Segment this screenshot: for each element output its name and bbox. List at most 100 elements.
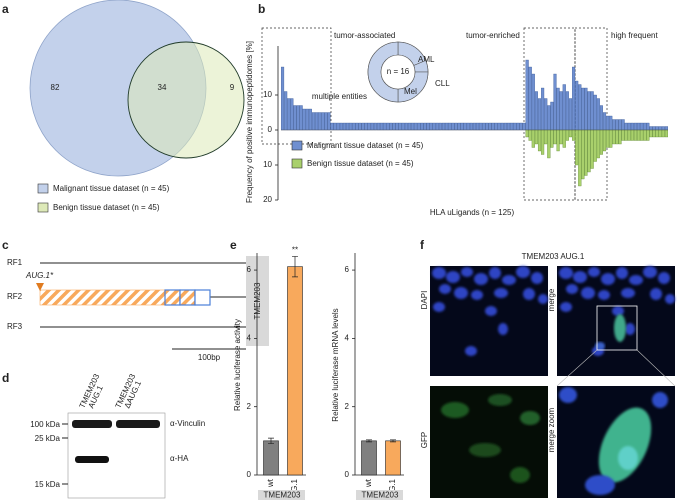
annotation: high frequent (611, 31, 658, 40)
bar (550, 129, 554, 148)
bar (280, 66, 285, 131)
bar (568, 98, 573, 131)
x-tick-label: ΔAUG.1 (388, 478, 397, 500)
panel-letter: f (420, 238, 425, 252)
slice-label: Mel (404, 87, 417, 96)
y-tick-label: 10 (263, 90, 272, 99)
bar (401, 122, 405, 131)
bar (476, 122, 480, 131)
bar (599, 129, 603, 155)
bar (263, 440, 279, 476)
bar (602, 129, 607, 152)
error-bar (366, 439, 372, 443)
bar (572, 129, 576, 141)
annotation: tumor-associated (334, 31, 395, 40)
bar (485, 122, 489, 131)
bar (581, 87, 585, 131)
error-bar (292, 256, 298, 278)
bar (333, 122, 337, 131)
bar (472, 122, 477, 131)
bar (553, 73, 557, 131)
bar (534, 129, 538, 145)
band (72, 420, 112, 428)
bar (531, 73, 535, 131)
marker-label: 15 kDa (35, 480, 61, 489)
venn-set (127, 41, 245, 159)
cell (598, 407, 652, 483)
y-axis-label: Relative luciferase mRNA levels (331, 308, 340, 421)
bar (640, 129, 644, 141)
bar (308, 108, 312, 131)
bar (627, 122, 631, 131)
bar (615, 119, 619, 131)
band (75, 456, 109, 463)
bar (426, 122, 430, 131)
y-tick-label: 6 (345, 265, 350, 274)
antibody-label: α-Vinculin (170, 419, 205, 428)
bar (367, 122, 371, 131)
bar (556, 129, 560, 152)
bar (602, 112, 607, 131)
bar (302, 108, 306, 131)
zoom-line (636, 349, 676, 387)
cell (520, 411, 540, 425)
slice-label: CLL (435, 79, 450, 88)
group-label: TMEM203 (362, 491, 399, 500)
bar (290, 98, 294, 131)
nucleus (652, 392, 668, 408)
bar (537, 129, 542, 152)
bar (311, 112, 316, 131)
bar (596, 98, 600, 131)
slice-label: AML (418, 55, 435, 64)
bar (568, 129, 573, 138)
bar (380, 122, 384, 131)
bar (463, 122, 467, 131)
x-tick-label: wt (364, 478, 373, 488)
bar (661, 126, 665, 131)
bar (346, 122, 350, 131)
group-box (356, 490, 403, 500)
bar (531, 129, 535, 148)
bar (643, 122, 647, 131)
bar (429, 122, 433, 131)
bar (398, 122, 402, 131)
bar (652, 129, 656, 138)
panel-letter: e (230, 238, 237, 252)
significance: ** (292, 246, 298, 255)
bar (646, 129, 650, 141)
legend-label: Malignant tissue dataset (n = 45) (53, 184, 170, 193)
legend-swatch (37, 183, 49, 194)
error-bar (268, 437, 274, 444)
panel-letter: a (2, 2, 9, 16)
marker-label: 100 kDa (30, 420, 60, 429)
cell (510, 467, 530, 483)
bar (587, 129, 591, 173)
y-axis-label: Relative luciferase activity (233, 319, 242, 411)
bar (491, 122, 495, 131)
bar (305, 108, 309, 131)
orf-segment (194, 289, 211, 306)
legend-label: Malignant tissue dataset (n = 45) (307, 141, 424, 150)
nucleus (585, 475, 615, 495)
bar (643, 129, 647, 141)
bar (615, 129, 619, 145)
bar (469, 122, 473, 131)
panel-d: TMEM203 AUG.1 TMEM203 ΔAUG.1 100 kDa 25 … (30, 372, 205, 499)
bar (358, 122, 362, 131)
legend-label: Benign tissue dataset (n = 45) (53, 203, 160, 212)
bar (633, 122, 638, 131)
bar (361, 122, 365, 131)
nucleus (559, 387, 577, 403)
bar (296, 105, 300, 131)
bar (460, 122, 464, 131)
bar (339, 122, 343, 131)
bar (432, 122, 436, 131)
bar (612, 119, 616, 131)
y-tick-label: 20 (263, 195, 272, 204)
bar (315, 112, 319, 131)
legend-swatch (37, 202, 49, 213)
bar (507, 122, 511, 131)
slice-label: multiple entities (312, 92, 367, 101)
bar (537, 98, 542, 131)
bar (640, 122, 644, 131)
